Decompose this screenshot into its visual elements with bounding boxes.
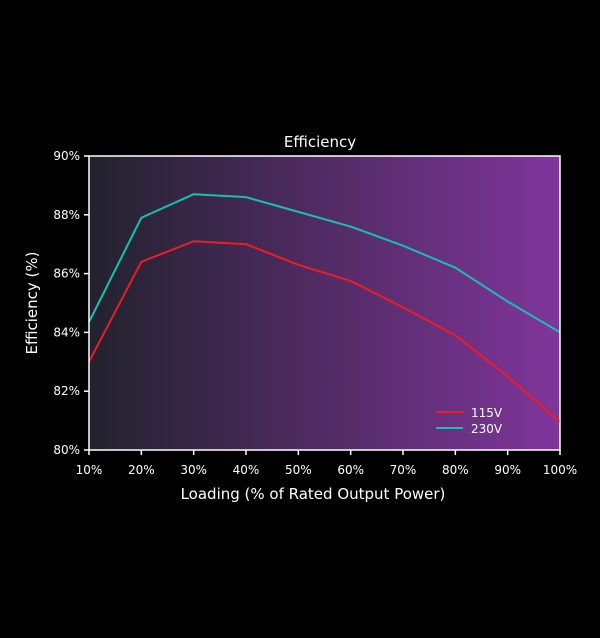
legend-label-230V: 230V — [471, 422, 503, 436]
x-tick-label: 20% — [128, 463, 155, 477]
series-line-230V — [88, 193, 561, 334]
x-tick-label: 40% — [233, 463, 260, 477]
x-tick-label: 60% — [337, 463, 364, 477]
y-tick-label: 90% — [53, 149, 80, 163]
x-tick-label: 80% — [442, 463, 469, 477]
legend: 115V 230V — [436, 406, 503, 436]
plot-frame — [88, 155, 561, 451]
x-tick-label: 70% — [390, 463, 417, 477]
x-tick-label: 30% — [180, 463, 207, 477]
legend-label-115V: 115V — [471, 406, 503, 420]
x-axis-label: Loading (% of Rated Output Power) — [181, 485, 446, 503]
x-tick-label: 90% — [494, 463, 521, 477]
y-tick-label: 82% — [53, 384, 80, 398]
y-tick-label: 88% — [53, 208, 80, 222]
y-tick-label: 84% — [53, 325, 80, 339]
series-line-115V — [88, 240, 561, 423]
x-tick-label: 50% — [285, 463, 312, 477]
y-axis-label: Efficiency (%) — [23, 252, 41, 355]
x-tick-label: 100% — [543, 463, 577, 477]
chart-title: Efficiency — [284, 133, 356, 151]
y-tick-label: 86% — [53, 267, 80, 281]
y-tick-label: 80% — [53, 443, 80, 457]
x-tick-label: 10% — [76, 463, 103, 477]
